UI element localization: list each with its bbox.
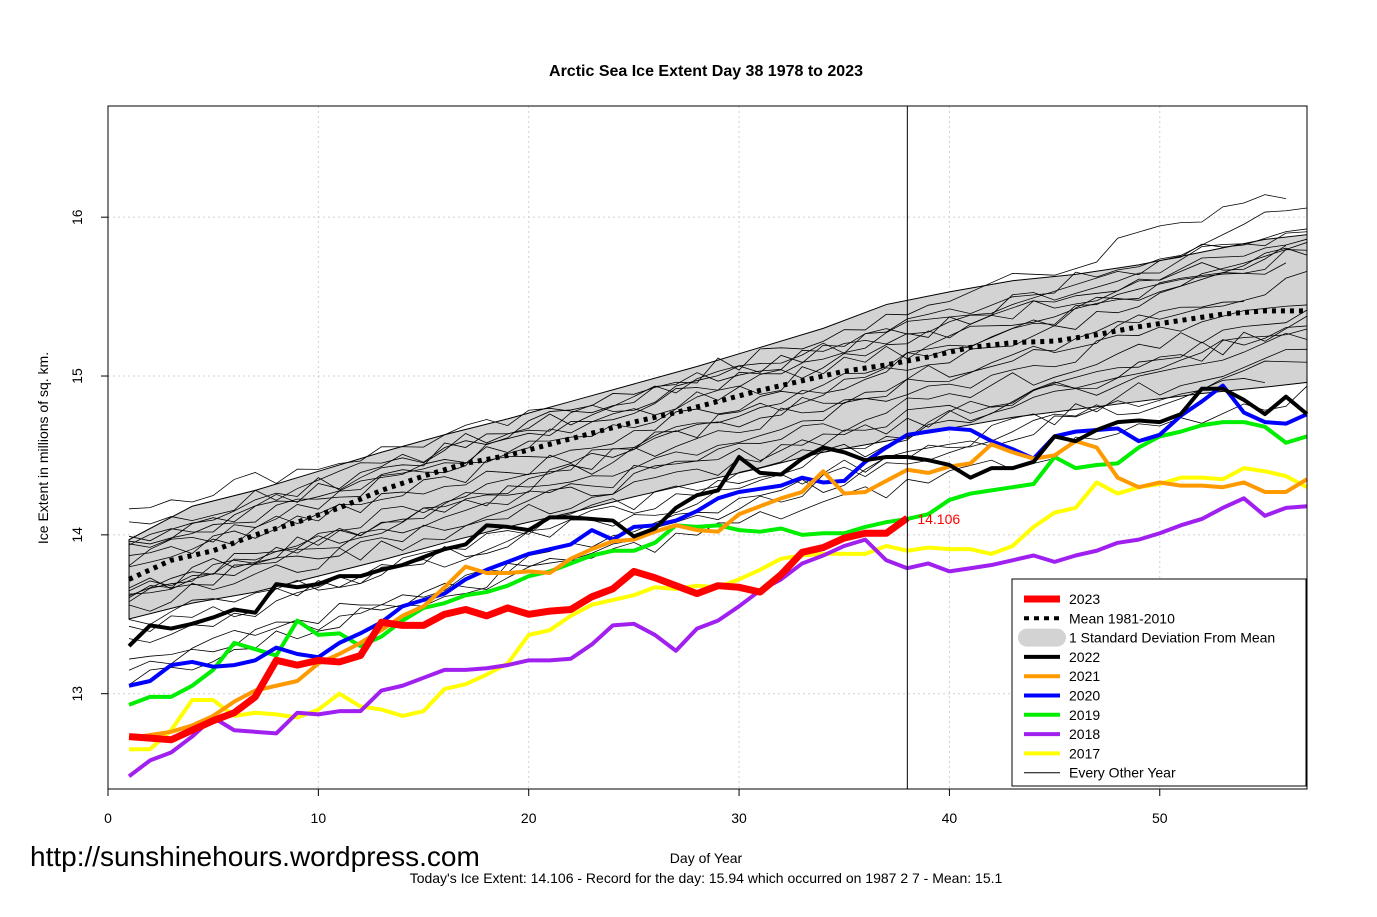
- x-tick-label: 30: [731, 810, 747, 826]
- other-year-line: [128, 304, 1308, 592]
- y-tick-label: 16: [69, 209, 85, 225]
- legend-label: 2017: [1069, 745, 1100, 761]
- other-year-line: [128, 385, 1308, 660]
- chart-title: Arctic Sea Ice Extent Day 38 1978 to 202…: [549, 63, 863, 80]
- other-year-line: [128, 194, 1287, 548]
- series-line-2022: [127, 386, 1309, 648]
- y-tick-label: 14: [69, 527, 85, 543]
- other-year-line: [128, 247, 1308, 545]
- legend-box: [1011, 578, 1307, 787]
- other-year-line: [128, 231, 1308, 525]
- other-year-line: [129, 245, 1287, 510]
- x-tick-label: 50: [1152, 810, 1168, 826]
- footer-summary: Today's Ice Extent: 14.106 - Record for …: [410, 870, 1003, 886]
- legend-label: Every Other Year: [1069, 765, 1176, 781]
- current-value-label: 14.106: [917, 511, 960, 527]
- other-year-line: [128, 270, 1308, 597]
- legend-label: 2021: [1069, 668, 1100, 684]
- std-band-area: [128, 234, 1308, 620]
- legend-label: 2022: [1069, 649, 1100, 665]
- legend-label: 2023: [1069, 591, 1100, 607]
- other-year-line: [128, 262, 1287, 603]
- other-year-line: [128, 242, 1308, 590]
- series-line-mean-1981-2010: [128, 308, 1307, 582]
- other-years-lines: [128, 194, 1308, 686]
- x-tick-label: 10: [311, 810, 327, 826]
- std-band: [128, 234, 1308, 620]
- watermark-url: http://sunshinehours.wordpress.com: [30, 841, 480, 872]
- legend-label: 2019: [1069, 707, 1100, 723]
- legend-label: 1 Standard Deviation From Mean: [1069, 630, 1275, 646]
- other-year-line: [128, 315, 1308, 632]
- series-lines: [127, 308, 1309, 778]
- x-tick-label: 20: [521, 810, 537, 826]
- y-tick-label: 13: [69, 686, 85, 702]
- y-axis-label: Ice Extent in millions of sq. km.: [35, 352, 51, 544]
- legend: 2023 Mean 1981-2010 1 Standard Deviation F…: [1011, 578, 1307, 787]
- legend-swatch: [1018, 628, 1066, 647]
- other-year-line: [128, 207, 1308, 567]
- x-tick-label: 0: [104, 810, 112, 826]
- other-year-line: [128, 238, 1308, 546]
- series-line-2019: [128, 420, 1308, 707]
- other-year-line: [128, 228, 1308, 542]
- y-axis: 13 14 15 16: [69, 209, 108, 701]
- other-year-line: [128, 328, 1308, 612]
- x-axis-label: Day of Year: [670, 850, 743, 866]
- y-tick-label: 15: [69, 368, 85, 384]
- series-line-2018: [127, 496, 1308, 778]
- x-axis: 0 10 20 30 40 50: [104, 788, 1168, 826]
- series-line-2020: [128, 383, 1308, 688]
- series-line-2023: [128, 515, 910, 744]
- x-tick-label: 40: [942, 810, 958, 826]
- legend-label: 2020: [1069, 688, 1100, 704]
- legend-label: Mean 1981-2010: [1069, 610, 1175, 626]
- legend-label: 2018: [1069, 726, 1100, 742]
